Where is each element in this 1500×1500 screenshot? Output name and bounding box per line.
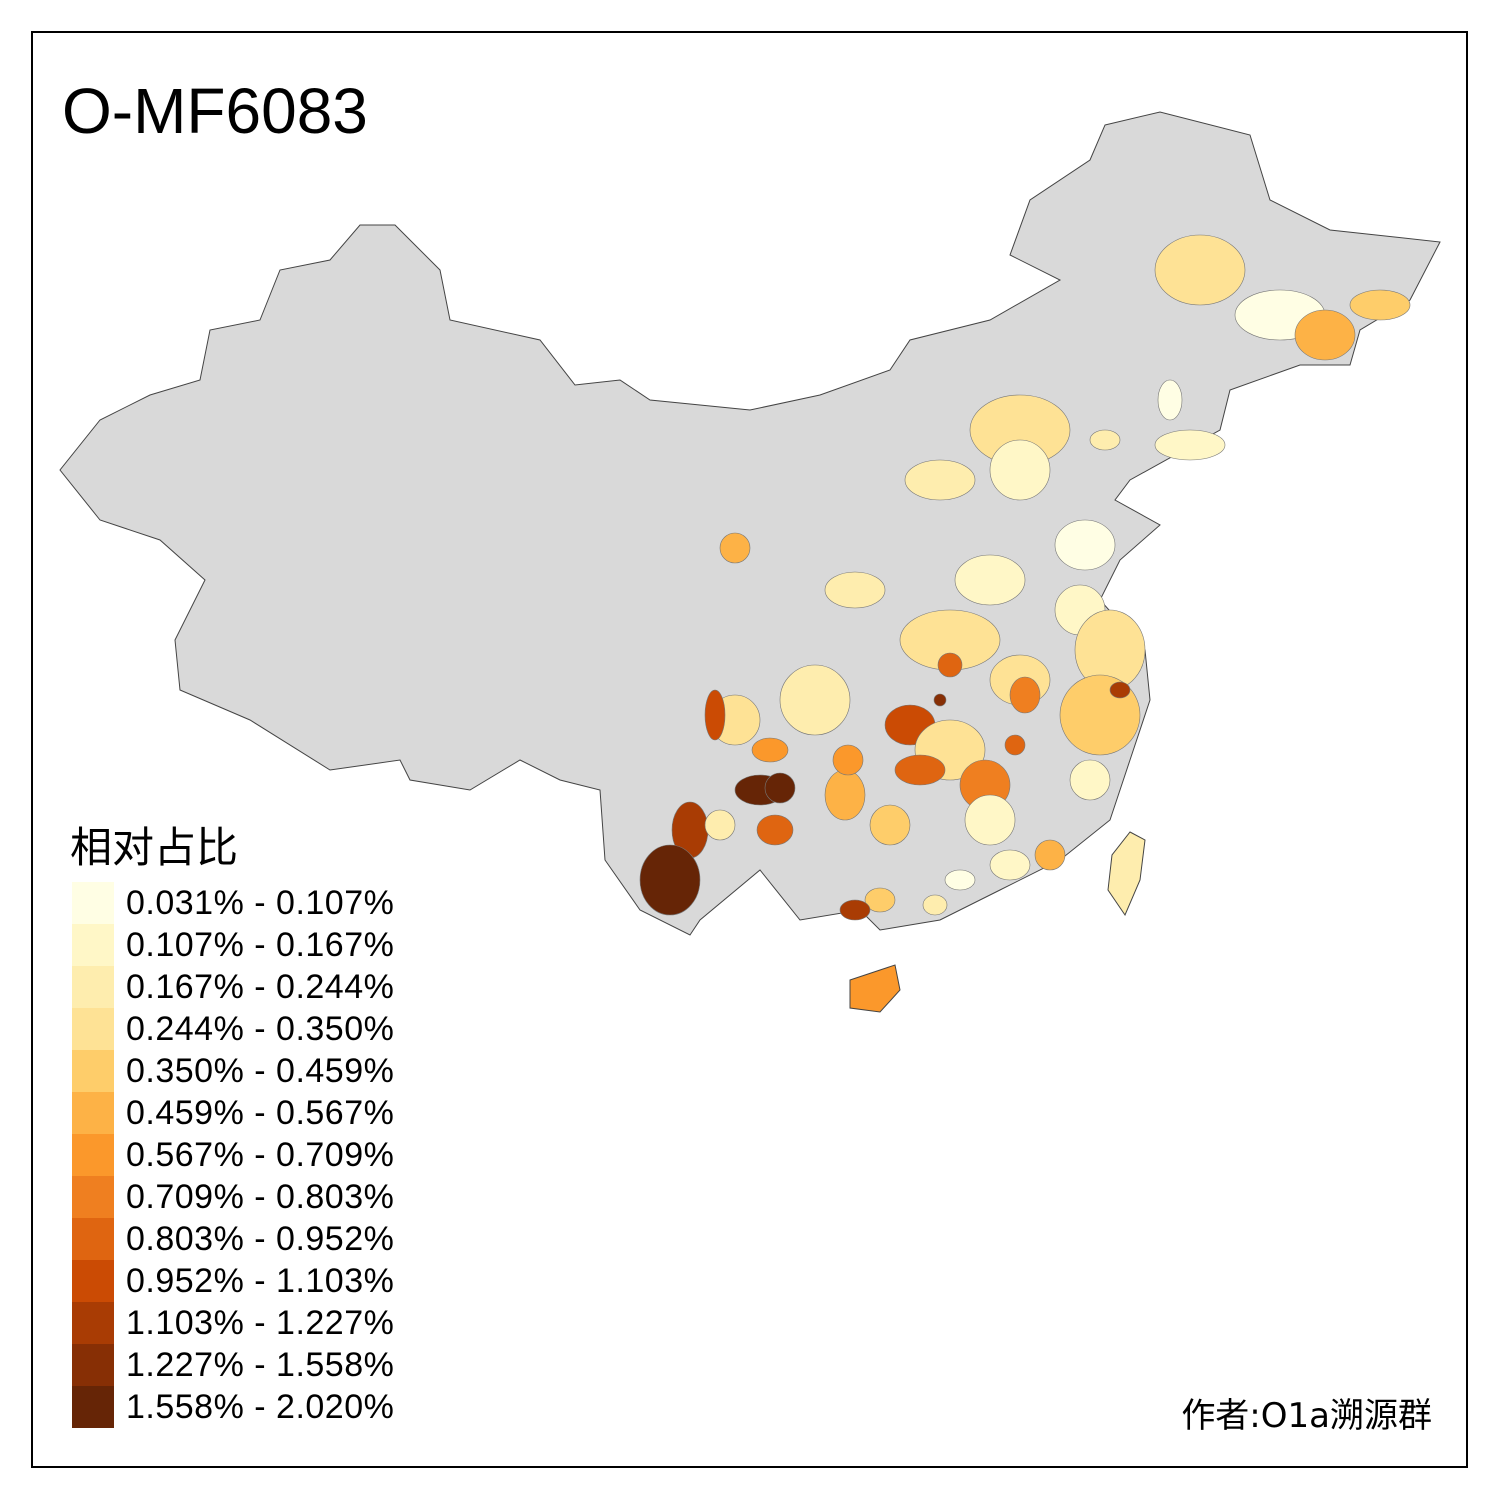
legend-item: 0.803% - 0.952% [72, 1218, 394, 1260]
legend-swatch [72, 1302, 114, 1344]
region-bin-4 [869, 804, 911, 846]
legend-label: 0.459% - 0.567% [126, 1093, 395, 1132]
legend-label: 0.107% - 0.167% [126, 925, 395, 964]
legend-item: 0.709% - 0.803% [72, 1176, 394, 1218]
region-bin-2 [824, 571, 886, 609]
china-outline [59, 111, 1441, 936]
region-bin-2 [922, 894, 948, 916]
region-bin-6 [751, 737, 789, 763]
legend-label: 0.952% - 1.103% [126, 1261, 395, 1300]
region-bin-4 [864, 887, 896, 913]
legend-swatch [72, 966, 114, 1008]
region-bin-8 [894, 754, 946, 786]
legend-swatch [72, 1092, 114, 1134]
legend-label: 1.558% - 2.020% [126, 1387, 395, 1426]
legend-swatch [72, 882, 114, 924]
region-bin-1 [989, 849, 1031, 881]
legend-swatch [72, 1134, 114, 1176]
author-credit: 作者:O1a溯源群 [1181, 1396, 1432, 1436]
region-bin-2 [1089, 429, 1121, 451]
region-bin-9 [704, 689, 726, 741]
region-bin-6 [832, 744, 864, 776]
legend-swatch [72, 1260, 114, 1302]
legend-label: 0.350% - 0.459% [126, 1051, 395, 1090]
legend-item: 0.567% - 0.709% [72, 1134, 394, 1176]
region-bin-11 [933, 693, 947, 707]
legend-item: 0.350% - 0.459% [72, 1050, 394, 1092]
legend-label: 1.103% - 1.227% [126, 1303, 395, 1342]
region-bin-12 [764, 772, 796, 804]
legend-item: 0.952% - 1.103% [72, 1260, 394, 1302]
legend-item: 1.103% - 1.227% [72, 1302, 394, 1344]
legend: 0.031% - 0.107% 0.107% - 0.167% 0.167% - 0… [72, 882, 394, 1428]
legend-item: 0.459% - 0.567% [72, 1092, 394, 1134]
legend-swatch [72, 1050, 114, 1092]
legend-swatch [72, 924, 114, 966]
legend-label: 0.709% - 0.803% [126, 1177, 395, 1216]
legend-title: 相对占比 [70, 823, 239, 872]
region-bin-1 [1154, 429, 1226, 461]
region-bin-8 [1004, 734, 1026, 756]
map-frame [31, 31, 1468, 1468]
legend-swatch [72, 1344, 114, 1386]
region-bin-0 [1054, 519, 1116, 571]
region-bin-2 [704, 809, 736, 841]
region-bin-1 [964, 794, 1016, 846]
region-bin-5 [824, 769, 866, 821]
legend-item: 0.244% - 0.350% [72, 1008, 394, 1050]
legend-item: 1.227% - 1.558% [72, 1344, 394, 1386]
region-bin-1 [954, 554, 1026, 606]
legend-item: 0.167% - 0.244% [72, 966, 394, 1008]
region-bin-0 [1157, 379, 1183, 421]
region-bin-10 [839, 899, 871, 921]
taiwan [1107, 831, 1146, 917]
region-bin-2 [779, 664, 851, 736]
legend-label: 0.244% - 0.350% [126, 1009, 395, 1048]
region-bin-2 [904, 459, 976, 501]
legend-item: 1.558% - 2.020% [72, 1386, 394, 1428]
region-bin-0 [944, 869, 976, 891]
region-bin-1 [989, 439, 1051, 501]
region-bin-4 [1349, 289, 1411, 321]
legend-label: 1.227% - 1.558% [126, 1345, 395, 1384]
legend-item: 0.031% - 0.107% [72, 882, 394, 924]
legend-swatch [72, 1008, 114, 1050]
region-bin-8 [756, 814, 794, 846]
legend-item: 0.107% - 0.167% [72, 924, 394, 966]
map-title: O-MF6083 [62, 75, 368, 147]
legend-swatch [72, 1386, 114, 1428]
region-bin-12 [639, 844, 701, 916]
region-bin-10 [1109, 681, 1131, 699]
hainan [849, 964, 901, 1013]
region-bin-1 [1069, 759, 1111, 801]
region-bin-3 [1154, 234, 1246, 306]
legend-swatch [72, 1176, 114, 1218]
region-bin-8 [937, 652, 963, 678]
region-bin-7 [1009, 676, 1041, 714]
legend-label: 0.167% - 0.244% [126, 967, 395, 1006]
legend-swatch [72, 1218, 114, 1260]
region-bin-5 [1034, 839, 1066, 871]
region-bin-5 [719, 532, 751, 564]
legend-label: 0.031% - 0.107% [126, 883, 395, 922]
legend-label: 0.803% - 0.952% [126, 1219, 395, 1258]
region-bin-5 [1294, 309, 1356, 361]
legend-label: 0.567% - 0.709% [126, 1135, 395, 1174]
